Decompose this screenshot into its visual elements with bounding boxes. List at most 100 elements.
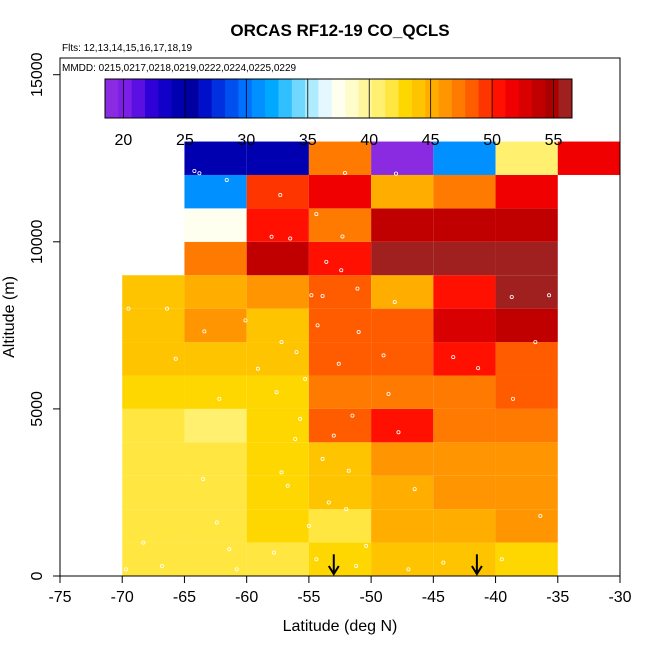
colorbar-swatch bbox=[438, 79, 453, 118]
colorbar-swatch bbox=[478, 79, 493, 118]
sample-point bbox=[309, 293, 314, 298]
heatmap-cell bbox=[371, 208, 434, 242]
heatmap-cell bbox=[308, 141, 372, 175]
sample-point bbox=[293, 436, 298, 441]
sample-point bbox=[331, 433, 336, 438]
colorbar-swatch bbox=[451, 79, 466, 118]
sample-point bbox=[298, 416, 303, 421]
sample-point bbox=[346, 468, 351, 473]
heatmap-cell bbox=[433, 308, 496, 343]
x-tick-label: -35 bbox=[546, 589, 569, 606]
heatmap-cell bbox=[433, 141, 496, 175]
sample-point bbox=[227, 547, 232, 552]
heatmap-cell bbox=[495, 375, 558, 409]
heatmap-cell bbox=[246, 141, 309, 175]
y-axis-label: Altitude (m) bbox=[1, 276, 18, 358]
colorbar-swatch bbox=[131, 79, 146, 118]
heatmap-cell bbox=[246, 442, 309, 476]
colorbar-swatch bbox=[425, 79, 440, 118]
heatmap-cell bbox=[184, 208, 247, 242]
sample-point bbox=[234, 567, 239, 572]
sample-point bbox=[342, 170, 347, 175]
colorbar-tick-label: 55 bbox=[545, 132, 563, 149]
colorbar-swatch bbox=[411, 79, 426, 118]
sample-point bbox=[197, 171, 202, 176]
heatmap-cell bbox=[371, 375, 434, 409]
heatmap-cell bbox=[246, 509, 309, 543]
heatmap-cell bbox=[184, 542, 247, 576]
sample-point bbox=[356, 330, 361, 335]
sample-point bbox=[499, 557, 504, 562]
colorbar-swatch bbox=[211, 79, 226, 118]
heatmap-cell bbox=[184, 375, 247, 409]
heatmap-cell bbox=[122, 342, 185, 376]
x-tick-label: -60 bbox=[235, 589, 258, 606]
heatmap-cell bbox=[495, 141, 558, 175]
colorbar-swatch bbox=[185, 79, 199, 118]
heatmap-cell bbox=[308, 375, 372, 409]
colorbar-swatch bbox=[398, 79, 413, 118]
colorbar-tick-label: 20 bbox=[115, 132, 133, 149]
heatmap-cell bbox=[308, 174, 372, 209]
sample-point bbox=[192, 168, 197, 173]
x-tick-label: -50 bbox=[360, 589, 383, 606]
colorbar-swatch bbox=[291, 79, 306, 118]
heatmap-cell bbox=[122, 475, 185, 510]
sample-point bbox=[278, 193, 283, 198]
colorbar-swatch bbox=[278, 79, 293, 118]
colorbar-swatch bbox=[505, 79, 520, 118]
heatmap-cell bbox=[308, 408, 372, 443]
sample-point bbox=[350, 413, 355, 418]
heatmap-cell bbox=[184, 475, 247, 510]
colorbar-swatch bbox=[158, 79, 173, 118]
x-axis-label: Latitude (deg N) bbox=[283, 618, 398, 635]
y-tick-label: 15000 bbox=[29, 52, 46, 97]
colorbar-swatch bbox=[331, 79, 346, 118]
colorbar: 20 25 30 35 40 45 50 55 bbox=[104, 78, 573, 149]
heatmap-cell bbox=[433, 174, 496, 209]
heatmap-cell bbox=[184, 174, 247, 209]
sample-point bbox=[354, 563, 359, 568]
heatmap-cell bbox=[184, 308, 247, 343]
colorbar-swatch bbox=[171, 79, 186, 118]
sample-point bbox=[243, 318, 248, 323]
sample-point bbox=[441, 560, 446, 565]
x-tick-label: -40 bbox=[484, 589, 507, 606]
sample-point bbox=[173, 356, 178, 361]
heatmap-cell bbox=[495, 542, 558, 576]
x-tick-label: -45 bbox=[422, 589, 445, 606]
sample-point bbox=[141, 540, 146, 545]
heatmap-cell bbox=[371, 408, 434, 443]
heatmap-cell bbox=[495, 174, 558, 209]
x-tick-label: -65 bbox=[173, 589, 196, 606]
heatmap-cell bbox=[371, 542, 434, 576]
heatmap-cell bbox=[308, 208, 372, 242]
heatmap-cell bbox=[495, 275, 558, 309]
sample-point bbox=[381, 353, 386, 358]
colorbar-swatch bbox=[318, 79, 333, 118]
sample-point bbox=[224, 177, 229, 182]
colorbar-swatch bbox=[465, 79, 480, 118]
x-tick-label: -55 bbox=[297, 589, 320, 606]
sample-point bbox=[339, 268, 344, 273]
flights-label: Flts: 12,13,14,15,16,17,18,19 bbox=[62, 43, 193, 54]
heatmap-cell bbox=[495, 342, 558, 376]
sample-point bbox=[126, 306, 131, 311]
heatmap-cell bbox=[308, 442, 372, 476]
colorbar-frame bbox=[104, 78, 573, 119]
colorbar-swatch bbox=[225, 79, 239, 118]
heatmap-cell bbox=[433, 542, 496, 576]
colorbar-swatch bbox=[345, 79, 360, 118]
sample-points bbox=[123, 168, 552, 572]
sample-point bbox=[533, 340, 538, 345]
colorbar-swatch bbox=[238, 79, 253, 118]
heatmap-cell bbox=[433, 342, 496, 376]
sample-point bbox=[314, 212, 319, 217]
sample-point bbox=[393, 171, 398, 176]
sample-point bbox=[386, 391, 391, 396]
heatmap-cell bbox=[371, 141, 434, 175]
heatmap-cell bbox=[433, 442, 496, 476]
heatmap-cell bbox=[308, 275, 372, 309]
y-tick-label: 5000 bbox=[29, 391, 46, 427]
heatmap-cell bbox=[308, 542, 372, 576]
